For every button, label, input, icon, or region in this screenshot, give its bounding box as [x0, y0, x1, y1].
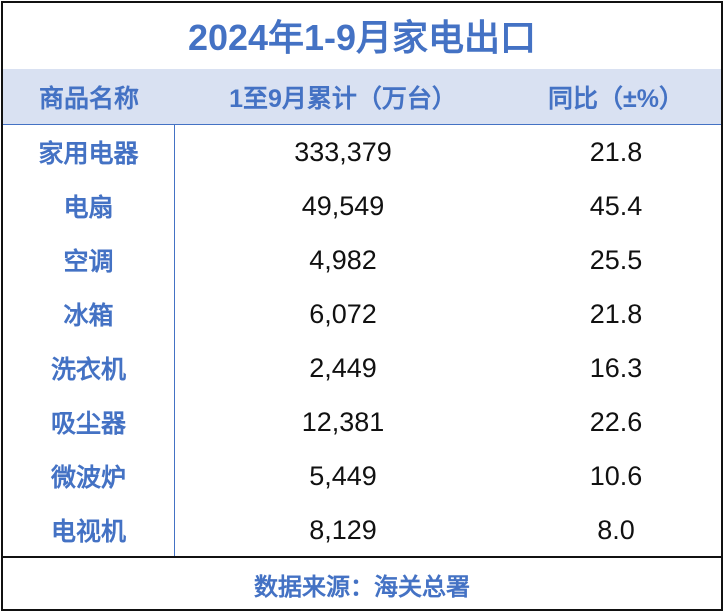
- cumulative-value-cell: 12,381: [301, 406, 385, 437]
- table-row: 微波炉 5,449 10.6: [3, 449, 721, 503]
- yoy-value-cell: 21.8: [589, 298, 643, 329]
- yoy-value-cell: 45.4: [589, 190, 643, 221]
- cumulative-value-cell: 4,982: [309, 244, 377, 275]
- product-name-cell: 吸尘器: [3, 395, 175, 449]
- table-row: 电视机 8,129 8.0: [3, 503, 721, 557]
- yoy-value-cell: 25.5: [589, 244, 643, 275]
- cumulative-value-cell: 2,449: [309, 352, 377, 383]
- yoy-value-cell: 21.8: [589, 136, 643, 167]
- yoy-value-cell: 22.6: [589, 406, 643, 437]
- table-row: 电扇 49,549 45.4: [3, 179, 721, 233]
- product-name-cell: 电扇: [3, 179, 175, 233]
- table-row: 洗衣机 2,449 16.3: [3, 341, 721, 395]
- table-row: 吸尘器 12,381 22.6: [3, 395, 721, 449]
- product-name-cell: 空调: [3, 233, 175, 287]
- product-name-cell: 家用电器: [3, 125, 175, 179]
- yoy-value-cell: 8.0: [597, 514, 635, 545]
- cumulative-value-cell: 5,449: [309, 460, 377, 491]
- cumulative-value-cell: 333,379: [294, 136, 392, 167]
- table-row: 空调 4,982 25.5: [3, 233, 721, 287]
- data-source: 数据来源：海关总署: [3, 556, 721, 611]
- yoy-value-cell: 10.6: [589, 460, 643, 491]
- table-row: 冰箱 6,072 21.8: [3, 287, 721, 341]
- table-header-row: 商品名称 1至9月累计（万台） 同比（±%）: [3, 69, 721, 125]
- table-body: 家用电器 333,379 21.8 电扇 49,549 45.4 空调 4,982 25.5 冰箱…: [3, 125, 721, 557]
- product-name-cell: 微波炉: [3, 449, 175, 503]
- cumulative-value-cell: 6,072: [309, 298, 377, 329]
- product-name-cell: 洗衣机: [3, 341, 175, 395]
- cumulative-value-cell: 49,549: [301, 190, 385, 221]
- header-cumulative: 1至9月累计（万台）: [229, 84, 457, 113]
- header-yoy: 同比（±%）: [548, 84, 684, 113]
- cumulative-value-cell: 8,129: [309, 514, 377, 545]
- product-name-cell: 电视机: [3, 503, 175, 557]
- table-title: 2024年1-9月家电出口: [187, 17, 537, 58]
- product-name-cell: 冰箱: [3, 287, 175, 341]
- table-row: 家用电器 333,379 21.8: [3, 125, 721, 179]
- header-product-name: 商品名称: [38, 84, 139, 113]
- yoy-value-cell: 16.3: [589, 352, 643, 383]
